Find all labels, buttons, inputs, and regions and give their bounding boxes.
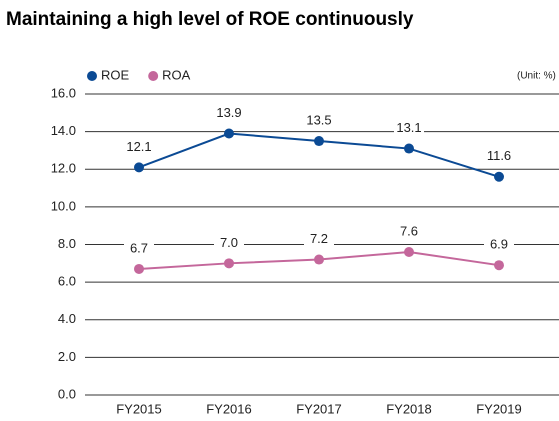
label-bg (484, 236, 514, 253)
label-bg (124, 239, 154, 256)
label-bg (484, 147, 514, 164)
legend-label: ROA (162, 67, 191, 82)
data-point (494, 171, 504, 182)
data-label: 12.1 (126, 139, 151, 154)
data-point (314, 136, 324, 147)
y-tick-label: 2.0 (58, 349, 76, 364)
y-tick-label: 16.0 (51, 85, 76, 100)
unit-note: (Unit: %) (517, 71, 556, 82)
x-tick-label: FY2018 (386, 401, 432, 416)
data-label: 13.9 (216, 105, 241, 120)
data-label: 13.5 (306, 112, 331, 127)
label-bg (304, 112, 334, 129)
data-point (404, 247, 414, 258)
data-point (314, 254, 324, 265)
y-tick-label: 6.0 (58, 274, 76, 289)
data-point (134, 263, 144, 274)
label-bg (214, 104, 244, 121)
label-bg (304, 230, 334, 247)
data-label: 7.6 (400, 223, 418, 238)
data-point (134, 162, 144, 173)
y-tick-label: 14.0 (51, 123, 76, 138)
label-bg (124, 138, 154, 155)
data-point (224, 258, 234, 269)
data-point (494, 260, 504, 271)
data-label: 13.1 (396, 120, 421, 135)
x-tick-label: FY2019 (476, 401, 522, 416)
label-bg (394, 223, 424, 240)
data-label: 11.6 (487, 148, 511, 163)
y-tick-label: 12.0 (51, 161, 76, 176)
legend-marker (87, 71, 97, 81)
x-tick-label: FY2017 (296, 401, 342, 416)
data-label: 7.0 (220, 235, 238, 250)
legend-label: ROE (101, 67, 130, 82)
legend-marker (148, 71, 159, 81)
y-tick-label: 0.0 (58, 386, 76, 401)
data-label: 6.7 (130, 240, 148, 255)
x-tick-label: FY2016 (206, 401, 252, 416)
data-label: 7.2 (310, 231, 328, 246)
y-tick-label: 4.0 (58, 311, 76, 326)
chart-title: Maintaining a high level of ROE continuo… (6, 9, 414, 30)
label-bg (394, 119, 424, 136)
x-tick-label: FY2015 (116, 401, 162, 416)
data-label: 6.9 (490, 237, 508, 252)
y-tick-label: 8.0 (58, 236, 76, 251)
y-tick-label: 10.0 (51, 198, 76, 213)
label-bg (214, 234, 244, 251)
data-point (224, 128, 234, 139)
data-point (404, 143, 414, 154)
